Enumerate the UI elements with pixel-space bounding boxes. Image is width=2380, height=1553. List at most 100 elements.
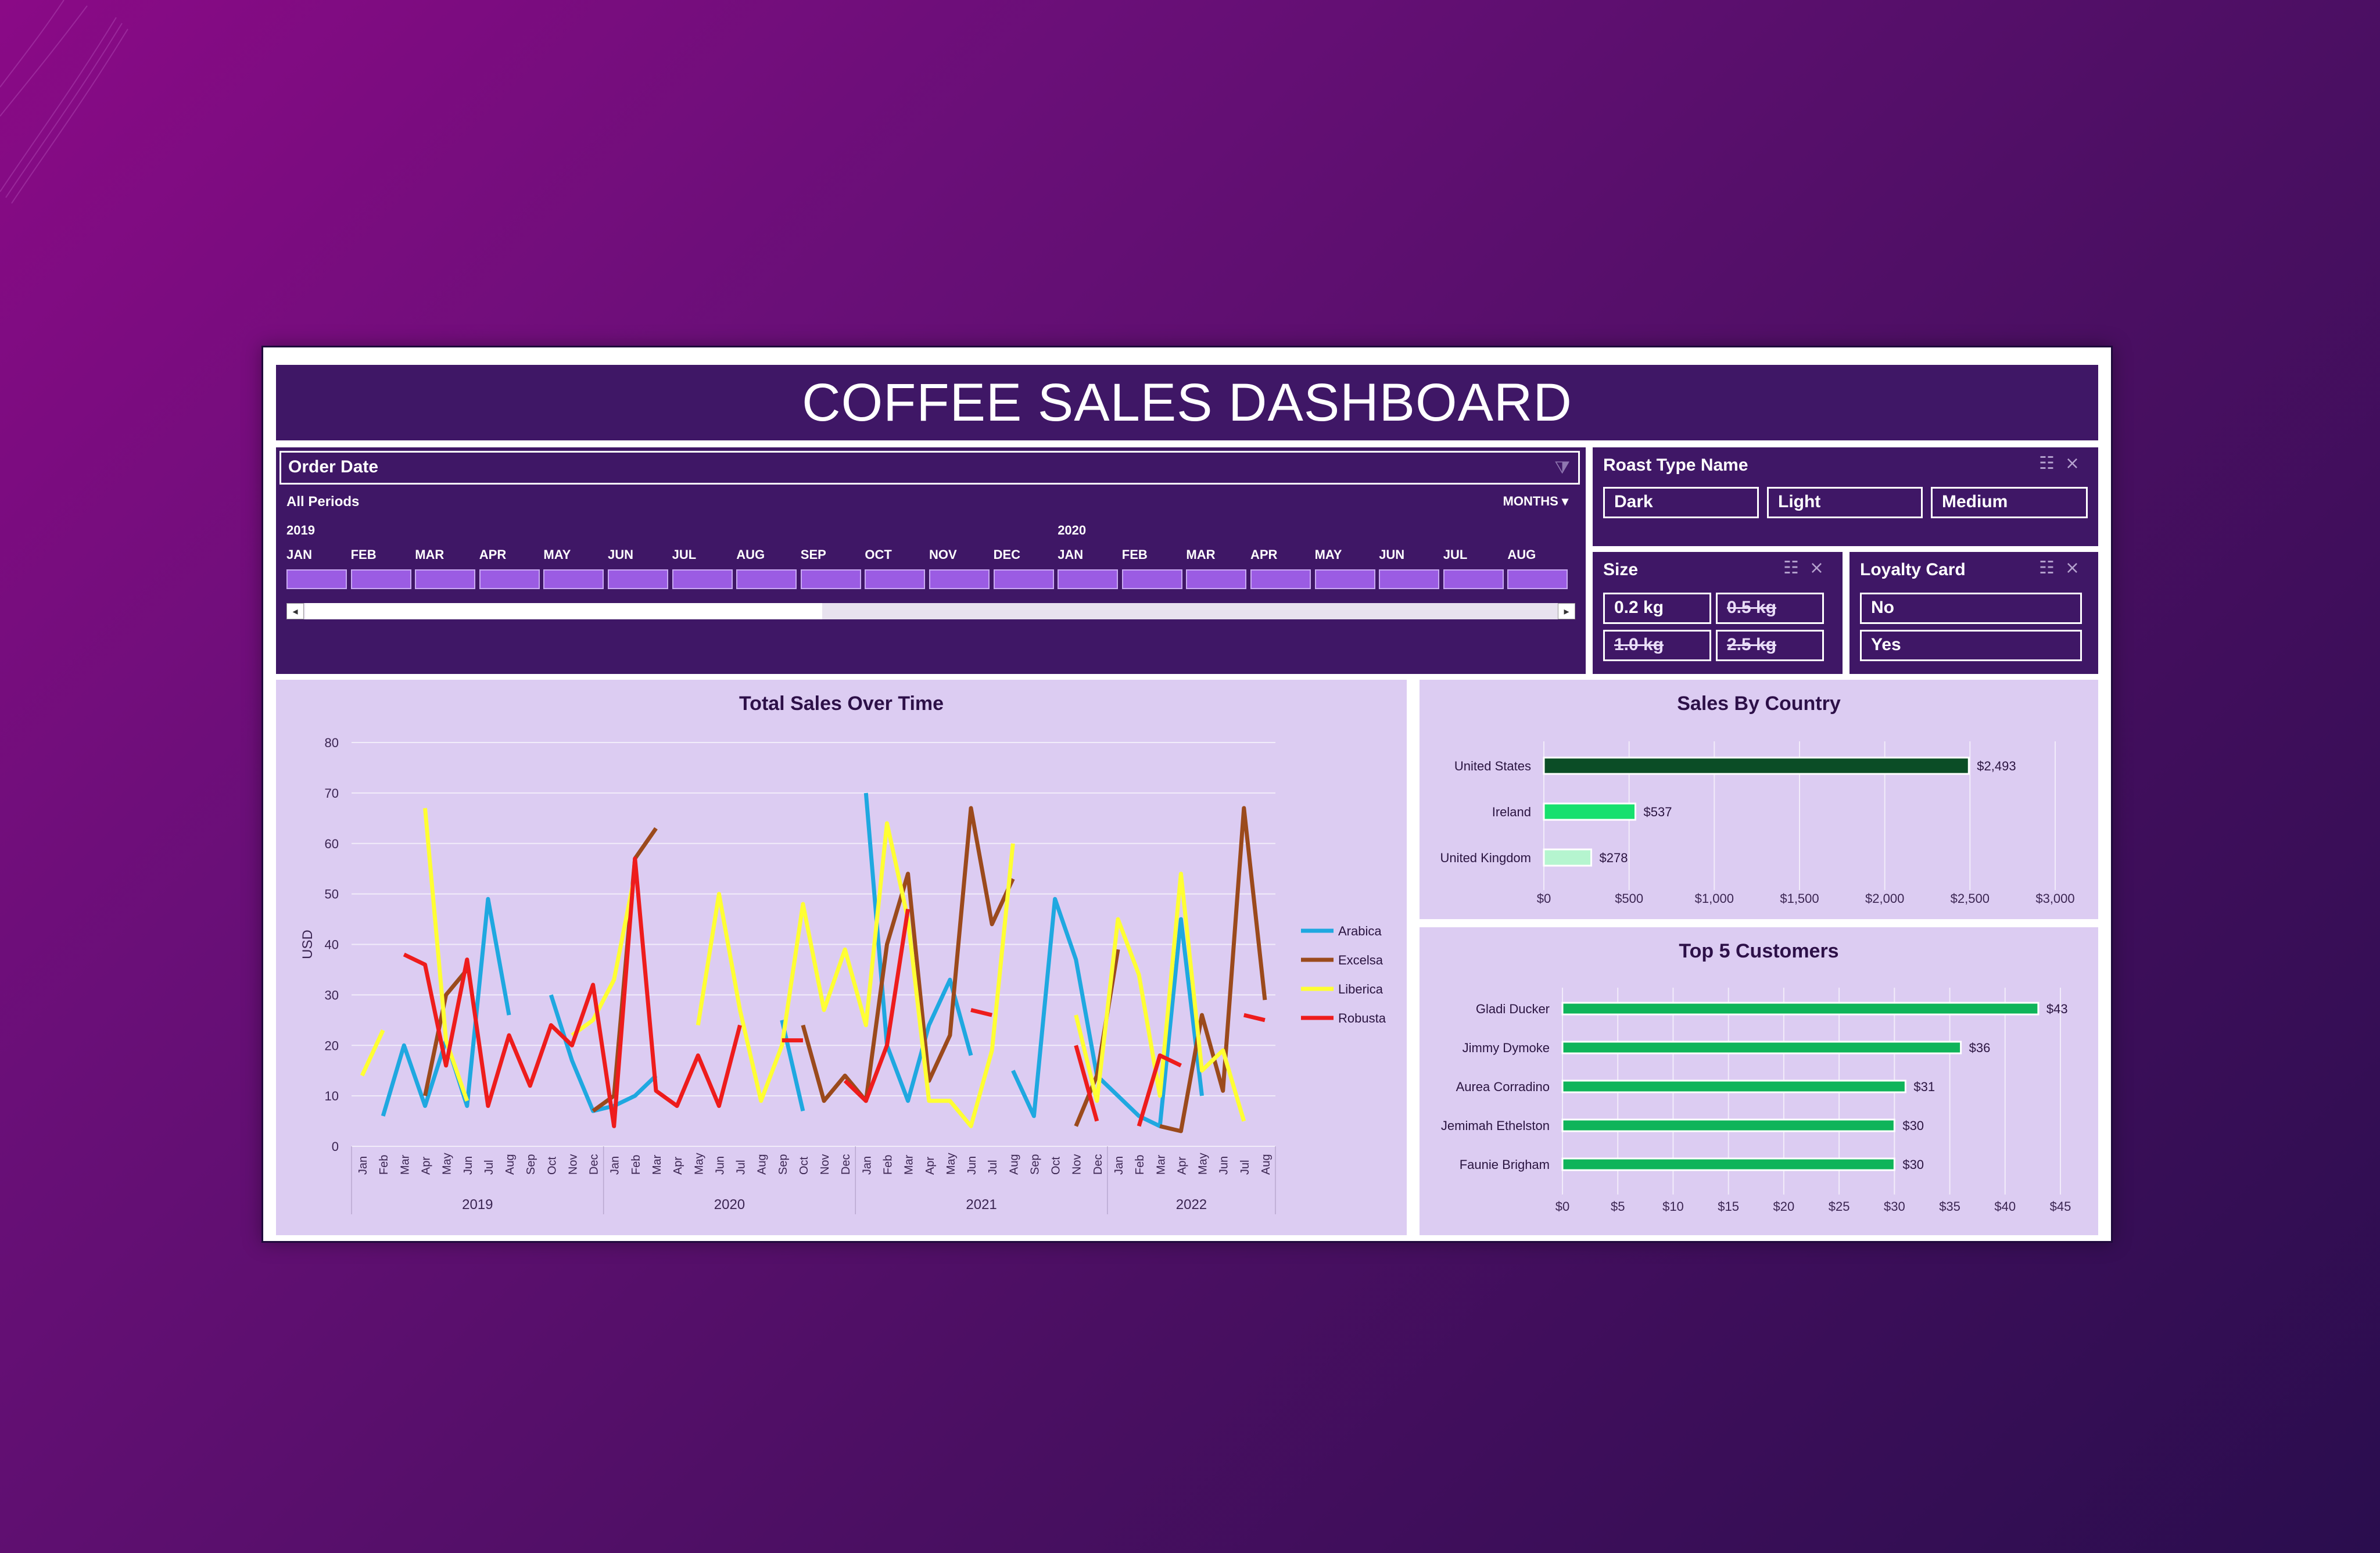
timeline-month-cell[interactable] bbox=[543, 569, 604, 589]
timeline-month-cell[interactable] bbox=[415, 569, 476, 589]
data-label: $278 bbox=[1600, 851, 1628, 865]
x-tick-label: Jun bbox=[1218, 1156, 1231, 1175]
timeline-year-label: 2019 bbox=[286, 523, 315, 537]
timeline-month-cell[interactable] bbox=[479, 569, 540, 589]
timeline-year-label: 2020 bbox=[1058, 523, 1087, 537]
x-tick-label: $500 bbox=[1615, 891, 1643, 906]
x-tick-label: $20 bbox=[1773, 1199, 1795, 1214]
timeline-month-cell[interactable] bbox=[1314, 569, 1375, 589]
x-tick-label: Feb bbox=[1134, 1155, 1146, 1175]
x-tick-label: Apr bbox=[1175, 1157, 1188, 1175]
clear-filter-icon[interactable]: ⨯ bbox=[1809, 558, 1834, 578]
size-option-2-5kg[interactable]: 2.5 kg bbox=[1716, 630, 1824, 661]
timeline-month-cell[interactable] bbox=[1121, 569, 1182, 589]
timeline-month-cell[interactable] bbox=[1250, 569, 1311, 589]
sales-over-time-panel: Total Sales Over Time 0 10 20 30 40 50 60 70 80 U… bbox=[276, 680, 1407, 1235]
x-tick-label: Feb bbox=[630, 1155, 643, 1175]
x-tick-label: Sep bbox=[777, 1154, 790, 1175]
x-tick-label: $10 bbox=[1662, 1199, 1684, 1214]
y-tick-label: 10 bbox=[325, 1089, 339, 1103]
timeline-month-cell[interactable] bbox=[1507, 569, 1568, 589]
timeline-month-cell[interactable] bbox=[672, 569, 733, 589]
size-option-0-5kg[interactable]: 0.5 kg bbox=[1716, 593, 1824, 624]
clear-filter-icon[interactable]: ⨯ bbox=[2064, 454, 2090, 473]
size-option-0-2kg[interactable]: 0.2 kg bbox=[1603, 593, 1711, 624]
timeline-month-cell[interactable] bbox=[993, 569, 1054, 589]
y-tick-label: 60 bbox=[325, 837, 339, 851]
legend-label: Liberica bbox=[1338, 982, 1383, 996]
roast-option-medium[interactable]: Medium bbox=[1931, 487, 2088, 518]
x-tick-label: Aug bbox=[756, 1154, 769, 1175]
timeline-mode-dropdown[interactable]: MONTHS ▾ bbox=[1503, 494, 1569, 509]
timeline-month-label: JUN bbox=[1379, 547, 1405, 562]
decorative-pattern bbox=[0, 0, 128, 204]
x-tick-label: Jul bbox=[1239, 1160, 1252, 1175]
x-tick-label: $3,000 bbox=[2035, 891, 2074, 906]
y-tick-label: 20 bbox=[325, 1038, 339, 1053]
size-option-1-0kg[interactable]: 1.0 kg bbox=[1603, 630, 1711, 661]
x-tick-label: $5 bbox=[1611, 1199, 1625, 1214]
y-axis-label: USD bbox=[300, 930, 316, 959]
country-chart-title: Sales By Country bbox=[1677, 693, 1841, 715]
multiselect-icon[interactable]: ☷ bbox=[1783, 558, 1809, 578]
timeline-month-label: DEC bbox=[993, 547, 1021, 562]
timeline-month-cell[interactable] bbox=[286, 569, 347, 589]
y-tick-label: 40 bbox=[325, 938, 339, 952]
multiselect-icon[interactable]: ☷ bbox=[2038, 558, 2065, 578]
x-tick-label: Feb bbox=[378, 1155, 390, 1175]
timeline-month-cell[interactable] bbox=[800, 569, 861, 589]
bar bbox=[1561, 1157, 1895, 1171]
timeline-month-label: JAN bbox=[286, 547, 313, 562]
country-bar-chart: $0 $500 $1,000 $1,500 $2,000 $2,500 $3,000 Unit… bbox=[1440, 741, 2075, 906]
x-tick-label: Jul bbox=[483, 1160, 496, 1175]
x-tick-label: $1,500 bbox=[1780, 891, 1819, 906]
scroll-right-icon[interactable]: ▸ bbox=[1558, 603, 1575, 619]
multiselect-icon[interactable]: ☷ bbox=[2038, 454, 2065, 473]
x-tick-label: Dec bbox=[1092, 1154, 1105, 1175]
x-tick-label: May bbox=[441, 1153, 454, 1175]
x-tick-label: $25 bbox=[1829, 1199, 1850, 1214]
y-tick-label: 50 bbox=[325, 887, 339, 902]
x-tick-label: Jan bbox=[1113, 1156, 1126, 1175]
x-tick-label: $2,500 bbox=[1951, 891, 1990, 906]
x-tick-label: $45 bbox=[2050, 1199, 2071, 1214]
timeline-month-label: OCT bbox=[865, 547, 892, 562]
size-slicer-title: Size bbox=[1603, 560, 1639, 579]
loyalty-option-yes[interactable]: Yes bbox=[1860, 630, 2082, 661]
timeline-month-cell[interactable] bbox=[1058, 569, 1119, 589]
timeline-month-cell[interactable] bbox=[350, 569, 411, 589]
roast-option-dark[interactable]: Dark bbox=[1603, 487, 1759, 518]
x-tick-label: Mar bbox=[903, 1154, 916, 1175]
category-label: United States bbox=[1454, 759, 1531, 773]
timeline-month-cell[interactable] bbox=[736, 569, 797, 589]
bar bbox=[1561, 1118, 1895, 1132]
timeline-month-cell[interactable] bbox=[1186, 569, 1247, 589]
x-tick-label: $35 bbox=[1939, 1199, 1960, 1214]
timeline-mode-label: MONTHS bbox=[1503, 494, 1558, 508]
timeline-month-label: FEB bbox=[350, 547, 377, 562]
timeline-scrollbar-thumb[interactable] bbox=[305, 603, 822, 619]
timeline-field-label: Order Date bbox=[288, 457, 379, 476]
title-bar: COFFEE SALES DASHBOARD bbox=[276, 365, 2098, 440]
data-label: $43 bbox=[2046, 1002, 2068, 1016]
x-tick-label: Jan bbox=[609, 1156, 622, 1175]
timeline-month-cell[interactable] bbox=[608, 569, 668, 589]
timeline-month-cell[interactable] bbox=[1443, 569, 1504, 589]
category-label: United Kingdom bbox=[1440, 851, 1531, 865]
scroll-left-icon[interactable]: ◂ bbox=[286, 603, 304, 619]
timeline-month-cell[interactable] bbox=[865, 569, 926, 589]
roast-slicer-title: Roast Type Name bbox=[1603, 456, 1748, 475]
size-slicer: Size ☷⨯ 0.2 kg 0.5 kg 1.0 kg 2.5 kg bbox=[1593, 552, 1843, 674]
category-label: Ireland bbox=[1492, 805, 1531, 819]
timeline-month-cell[interactable] bbox=[1379, 569, 1440, 589]
timeline-month-cell[interactable] bbox=[929, 569, 990, 589]
bar bbox=[1543, 756, 1970, 775]
timeline-month-label: MAR bbox=[415, 547, 445, 562]
timeline-month-label: AUG bbox=[1507, 547, 1536, 562]
x-tick-label: Apr bbox=[924, 1157, 937, 1175]
loyalty-option-no[interactable]: No bbox=[1860, 593, 2082, 624]
customers-bar-chart: $0 $5 $10 $15 $20 $25 $30 $35 $40 $45 Gladi Ducker… bbox=[1441, 988, 2071, 1214]
roast-option-light[interactable]: Light bbox=[1767, 487, 1923, 518]
clear-filter-icon[interactable]: ⨯ bbox=[2064, 558, 2090, 578]
filter-icon[interactable]: ⧩ bbox=[1554, 458, 1570, 478]
